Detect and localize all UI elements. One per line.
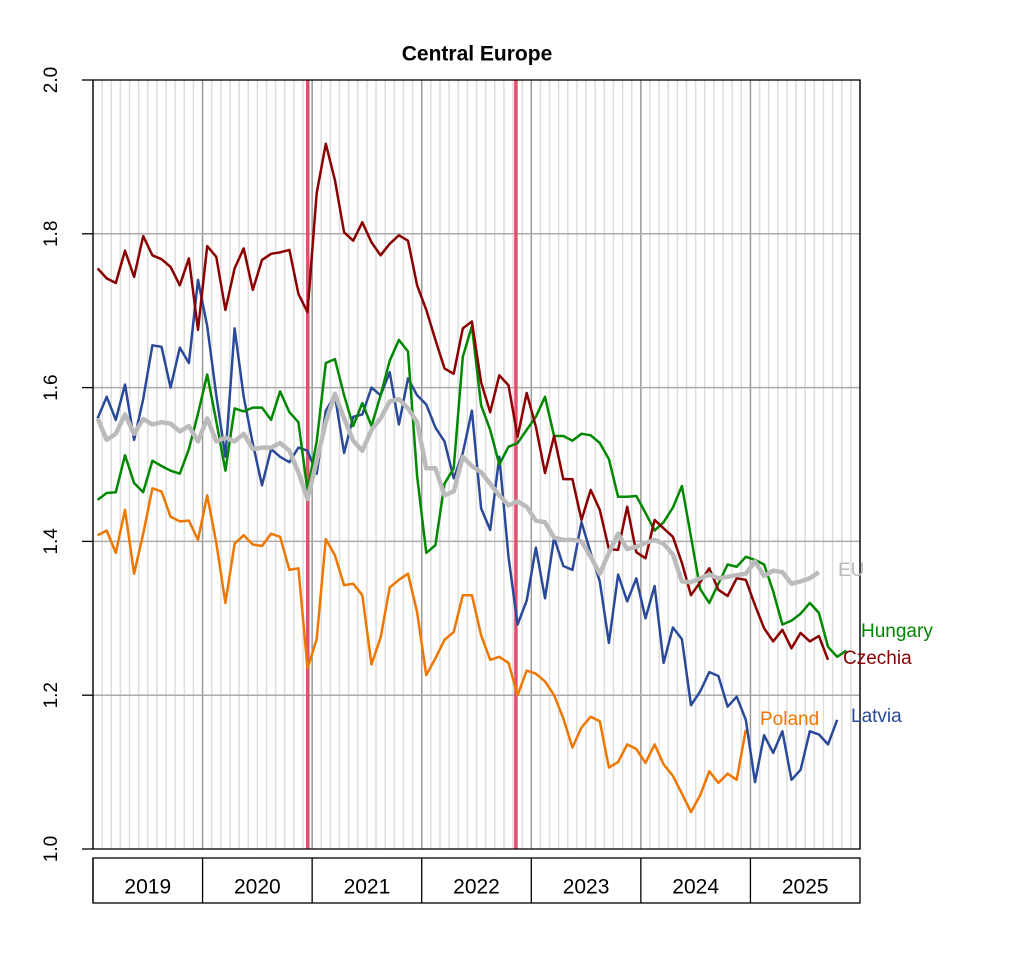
x-tick-label: 2025 xyxy=(782,876,829,899)
x-tick-label: 2020 xyxy=(234,876,281,899)
series-line xyxy=(95,391,821,586)
plot-border xyxy=(92,79,861,850)
x-tick-label: 2022 xyxy=(453,876,500,899)
y-tick-label: 1.2 xyxy=(41,682,62,708)
series-label: Hungary xyxy=(861,621,933,642)
y-tick-label: 2.0 xyxy=(41,67,62,93)
x-tick-label: 2019 xyxy=(124,876,171,899)
series-label: EU xyxy=(838,560,864,581)
series-line xyxy=(96,278,839,784)
x-tick-label: 2021 xyxy=(344,876,391,899)
y-tick-label: 1.8 xyxy=(41,221,62,247)
series-label: Poland xyxy=(760,709,819,730)
series-label: Latvia xyxy=(851,706,902,727)
series-line xyxy=(96,324,848,659)
y-tick-label: 1.4 xyxy=(41,528,62,555)
x-tick-label: 2023 xyxy=(563,876,610,899)
chart-title: Central Europe xyxy=(402,43,553,66)
series-label: Czechia xyxy=(843,648,912,669)
y-tick-label: 1.0 xyxy=(41,836,62,862)
y-tick-label: 1.6 xyxy=(41,374,62,400)
x-tick-label: 2024 xyxy=(672,876,719,899)
series-line xyxy=(97,487,748,814)
series-line xyxy=(96,142,830,661)
